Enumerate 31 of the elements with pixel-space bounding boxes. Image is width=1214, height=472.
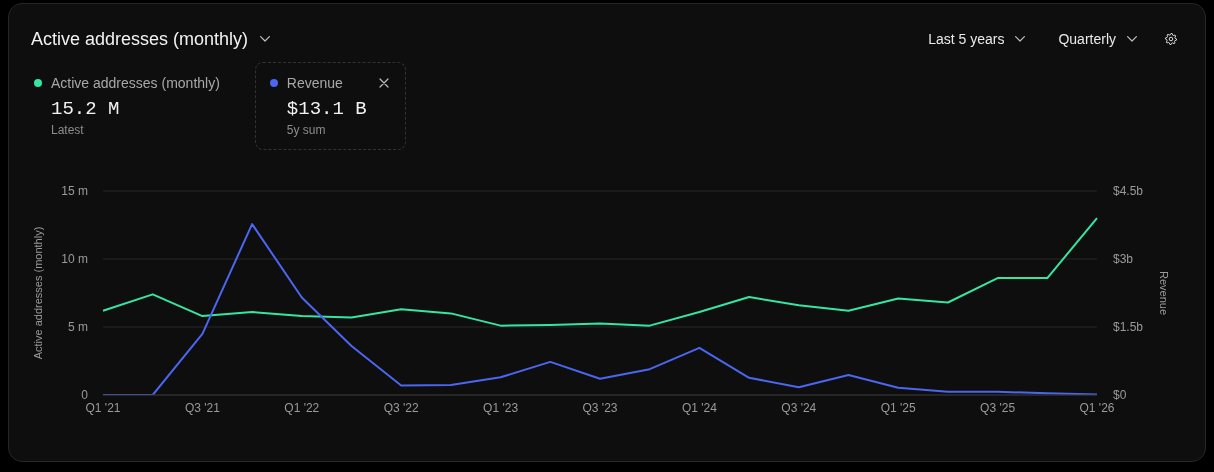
y2-axis-title: Revenue — [1158, 270, 1171, 316]
y-tick-label: 10 m — [61, 252, 88, 267]
legend-label: Active addresses (monthly) — [51, 75, 220, 91]
x-tick-label: Q3 '23 — [582, 400, 618, 415]
legend-label: Revenue — [286, 75, 343, 91]
x-tick-label: Q1 '23 — [483, 400, 519, 415]
x-tick-label: Q1 '26 — [1079, 400, 1115, 415]
x-tick-label: Q3 '25 — [980, 400, 1016, 415]
text: Quarterly — [1058, 31, 1116, 47]
x-tick-label: Q3 '21 — [184, 400, 221, 415]
x-tick-label: Q3 '22 — [383, 400, 420, 415]
line-series — [102, 217, 1098, 327]
x-tick-label: Q3 '24 — [781, 400, 817, 415]
x-tick-label: Q1 '21 — [85, 400, 121, 415]
text: $13.1 B — [286, 97, 368, 121]
y-tick-label: 0 — [81, 388, 89, 403]
text: Latest — [51, 122, 85, 138]
y-axis-title: Active addresses (monthly) — [31, 226, 44, 360]
y-tick-label: 5 m — [67, 320, 88, 335]
x-tick-label: Q1 '25 — [880, 400, 917, 415]
y2-tick-label: $4.5b — [1113, 184, 1144, 199]
y2-tick-label: $1.5b — [1113, 320, 1144, 335]
x-tick-label: Q1 '22 — [284, 400, 320, 415]
y-tick-label: 15 m — [61, 184, 88, 199]
chart-title: Active addresses (monthly) — [31, 28, 249, 50]
text: 5y sum — [286, 122, 327, 138]
text: Last 5 years — [928, 31, 1005, 47]
y2-tick-label: $3b — [1113, 252, 1134, 267]
x-tick-label: Q1 '24 — [681, 400, 718, 415]
text: 15.2 M — [51, 97, 121, 121]
y2-tick-label: $0 — [1113, 388, 1127, 403]
